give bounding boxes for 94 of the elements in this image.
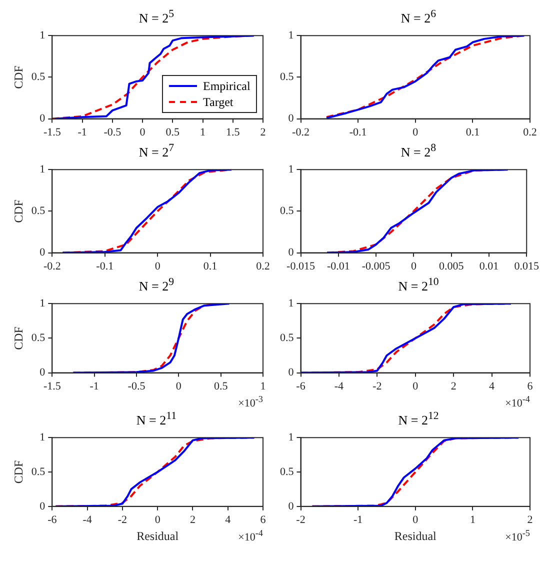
x-tick-label: 0.01 (479, 260, 499, 272)
y-tick-label: 0.5 (280, 205, 294, 218)
y-tick-label: 0 (40, 246, 46, 259)
chart-title: N = 2$^{12}$ (397, 410, 440, 428)
x-tick-label: 0.5 (166, 126, 180, 138)
y-tick-label: 1 (288, 29, 294, 42)
x-tick-label: -1 (353, 514, 363, 526)
x-tick-label: -4 (334, 380, 344, 392)
x-tick-label: 0.2 (523, 126, 537, 138)
chart-title: N = 2$^{6}$ (400, 8, 438, 26)
y-tick-label: 0 (288, 112, 294, 125)
x-axis-title: Residual (394, 528, 438, 543)
x-tick-label: -1.5 (43, 380, 62, 392)
x-tick-label: 4 (225, 514, 232, 526)
y-axis-title: CDF (11, 326, 26, 350)
text: ×10$^{-4}$ (505, 394, 530, 410)
x-tick-label: 2 (260, 126, 266, 138)
x-tick-label: 0.005 (438, 260, 464, 272)
x-tick-label: 0.015 (514, 260, 540, 272)
x-tick-label: -6 (48, 514, 58, 526)
x-tick-label: 4 (489, 380, 496, 392)
x-tick-label: -4 (82, 514, 92, 526)
x-tick-label: 0.1 (466, 126, 480, 138)
x-tick-label: 0 (154, 260, 161, 272)
y-tick-label: 0.5 (280, 466, 294, 478)
y-axis-title: CDF (11, 199, 26, 223)
x-tick-label: 1 (470, 514, 476, 526)
x-tick-label: -0.1 (96, 260, 114, 272)
y-tick-label: 0 (40, 500, 46, 512)
x-tick-label: 0.1 (203, 260, 218, 272)
y-tick-label: 0 (288, 366, 294, 379)
x-tick-label: -6 (296, 380, 306, 392)
x-tick-label: 0 (140, 126, 146, 138)
x-tick-label: -0.2 (292, 126, 310, 138)
x-tick-label: -0.5 (104, 126, 122, 138)
x-tick-label: 0.2 (256, 260, 270, 272)
x-tick-label: 0 (412, 126, 419, 138)
y-tick-label: 1 (40, 29, 46, 42)
x-tick-label: -1 (90, 380, 99, 392)
y-tick-label: 0 (40, 112, 46, 125)
x-tick-label: -0.2 (43, 260, 61, 272)
x-tick-label: 0 (412, 380, 419, 392)
chart-title: N = 2$^{7}$ (138, 142, 176, 160)
chart-title: N = 2$^{10}$ (397, 276, 440, 294)
x-tick-label: -0.01 (326, 260, 350, 272)
y-tick-label: 1 (40, 163, 46, 176)
x-tick-label: 2 (527, 514, 533, 526)
y-tick-label: 0 (288, 500, 294, 512)
x-tick-label: -2 (118, 514, 128, 526)
y-tick-label: 0.5 (31, 466, 46, 478)
x-tick-label: 1.5 (226, 126, 240, 138)
y-tick-label: 0 (40, 366, 46, 379)
y-tick-label: 1 (40, 431, 46, 444)
x-axis-title: Residual (136, 528, 180, 543)
x-tick-label: 0 (154, 514, 161, 526)
x-tick-label: 6 (260, 514, 266, 526)
chart-title: N = 2$^{11}$ (135, 410, 178, 428)
x-tick-label: -2 (372, 380, 382, 392)
x-tick-label: 2 (450, 380, 456, 392)
y-tick-label: 0.5 (280, 71, 294, 84)
y-axis-title: CDF (11, 65, 26, 89)
x-tick-label: -0.005 (362, 260, 391, 272)
legend-label: Empirical (203, 78, 250, 94)
x-tick-label: 2 (190, 514, 196, 526)
x-tick-label: 1 (260, 380, 266, 392)
chart-title: N = 2$^{5}$ (138, 8, 176, 26)
x-tick-label: 0 (412, 514, 419, 526)
y-tick-label: 1 (288, 163, 294, 176)
chart-title: N = 2$^{8}$ (400, 142, 438, 160)
x-tick-label: 0 (410, 260, 417, 272)
x-tick-label: 0 (176, 380, 182, 392)
y-tick-label: 1 (288, 297, 294, 310)
legend-label: Target (203, 94, 234, 110)
x-tick-label: 0.5 (214, 380, 228, 392)
y-tick-label: 0.5 (280, 332, 294, 344)
x-tick-label: 6 (527, 380, 534, 392)
chart-title: N = 2$^{9}$ (138, 276, 176, 294)
x-tick-label: -0.1 (349, 126, 367, 138)
x-tick-label: -1 (78, 126, 87, 138)
y-tick-label: 0.5 (31, 332, 46, 344)
y-tick-label: 1 (40, 297, 46, 310)
text: ×10$^{-5}$ (505, 528, 530, 544)
y-tick-label: 0.5 (31, 71, 46, 84)
y-axis-title: CDF (11, 460, 26, 484)
x-tick-label: -0.015 (286, 260, 316, 272)
text: ×10$^{-4}$ (238, 528, 263, 544)
x-tick-label: -1.5 (43, 126, 62, 138)
x-tick-label: -0.5 (128, 380, 146, 392)
y-tick-label: 0 (288, 246, 294, 259)
text: ×10$^{-3}$ (238, 394, 263, 410)
y-tick-label: 0.5 (31, 205, 46, 218)
x-tick-label: 1 (200, 126, 206, 138)
x-tick-label: -2 (296, 514, 306, 526)
y-tick-label: 1 (288, 431, 294, 444)
